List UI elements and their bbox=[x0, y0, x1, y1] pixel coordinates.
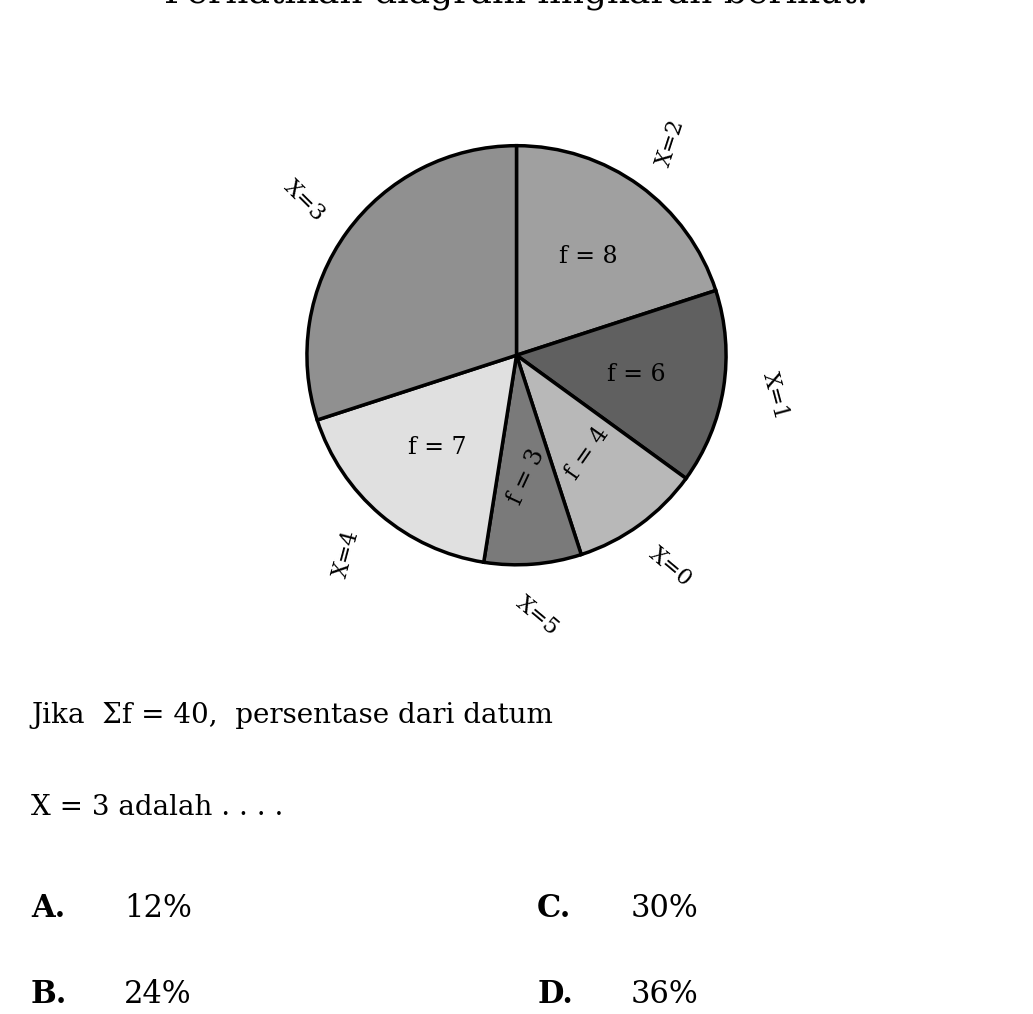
Text: X = 3 adalah . . . .: X = 3 adalah . . . . bbox=[31, 794, 283, 821]
Text: D.: D. bbox=[537, 979, 573, 1010]
Text: A.: A. bbox=[31, 893, 65, 925]
Text: 36%: 36% bbox=[630, 979, 698, 1010]
Text: X=2: X=2 bbox=[653, 117, 688, 169]
Wedge shape bbox=[516, 355, 686, 555]
Text: 12%: 12% bbox=[124, 893, 192, 925]
Wedge shape bbox=[483, 355, 582, 565]
Text: C.: C. bbox=[537, 893, 571, 925]
Wedge shape bbox=[307, 146, 516, 420]
Text: X=1: X=1 bbox=[758, 370, 792, 423]
Text: X=3: X=3 bbox=[280, 176, 330, 226]
Wedge shape bbox=[317, 355, 516, 562]
Text: X=0: X=0 bbox=[645, 544, 696, 591]
Text: 24%: 24% bbox=[124, 979, 191, 1010]
Text: B.: B. bbox=[31, 979, 67, 1010]
Text: X=4: X=4 bbox=[330, 528, 364, 581]
Text: 30%: 30% bbox=[630, 893, 698, 925]
Text: f = 3: f = 3 bbox=[503, 445, 549, 508]
Text: f = 7: f = 7 bbox=[408, 436, 467, 459]
Wedge shape bbox=[516, 146, 716, 355]
Wedge shape bbox=[516, 290, 726, 479]
Text: Jika  Σf = 40,  persentase dari datum: Jika Σf = 40, persentase dari datum bbox=[31, 702, 553, 729]
Text: X=5: X=5 bbox=[511, 592, 563, 641]
Text: f = 8: f = 8 bbox=[559, 245, 618, 269]
Title: Perhatikan diagram lingkaran berikut.: Perhatikan diagram lingkaran berikut. bbox=[164, 0, 869, 10]
Text: f = 4: f = 4 bbox=[562, 423, 615, 484]
Text: f = 6: f = 6 bbox=[607, 363, 666, 385]
